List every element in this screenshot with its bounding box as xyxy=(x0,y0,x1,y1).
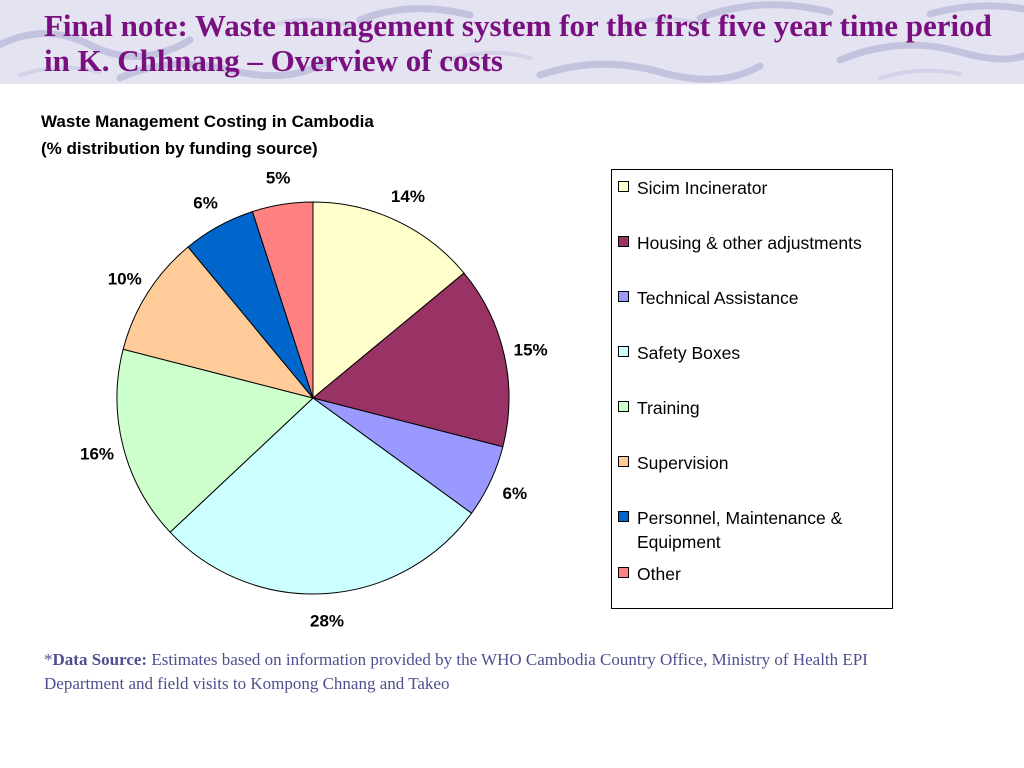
data-label: 6% xyxy=(193,194,218,213)
legend-swatch xyxy=(618,236,629,247)
decorative-wave-pattern xyxy=(0,1,1024,83)
legend-label: Other xyxy=(637,564,681,584)
data-label: 10% xyxy=(108,270,142,289)
source-prefix: * xyxy=(44,650,53,669)
data-label: 6% xyxy=(502,484,527,503)
legend-label: Personnel, Maintenance & Equipment xyxy=(637,508,843,552)
data-label: 5% xyxy=(266,169,291,188)
legend-item: Housing & other adjustments xyxy=(618,231,862,255)
legend-label: Sicim Incinerator xyxy=(637,178,768,198)
legend-label: Safety Boxes xyxy=(637,343,741,363)
legend-swatch xyxy=(618,181,629,192)
data-label: 16% xyxy=(80,444,114,463)
legend-item: Personnel, Maintenance & Equipment xyxy=(618,506,877,554)
data-source-note: *Data Source: Estimates based on informa… xyxy=(44,648,944,696)
data-label: 14% xyxy=(391,187,425,206)
pie-slice xyxy=(251,201,314,399)
legend-swatch xyxy=(618,401,629,412)
legend-swatch xyxy=(618,511,629,522)
legend-item: Other xyxy=(618,562,681,586)
legend-item: Training xyxy=(618,396,700,420)
legend-swatch xyxy=(618,346,629,357)
page-title: Final note: Waste management system for … xyxy=(44,8,992,78)
legend-label: Housing & other adjustments xyxy=(637,233,862,253)
legend-swatch xyxy=(618,456,629,467)
pie-slice xyxy=(169,397,473,595)
chart-subtitle: (% distribution by funding source) xyxy=(41,139,318,158)
legend-item: Sicim Incinerator xyxy=(618,176,767,200)
pie-slice xyxy=(122,246,315,399)
legend-item: Technical Assistance xyxy=(618,286,798,310)
data-label: 28% xyxy=(310,612,344,631)
pie-slice xyxy=(311,272,510,448)
chart-title-line: Waste Management Costing in Cambodia xyxy=(41,112,374,131)
chart-legend: Sicim Incinerator Housing & other adjustm… xyxy=(611,169,893,609)
legend-item: Safety Boxes xyxy=(618,341,740,365)
header-band xyxy=(0,0,1024,84)
pie-slice xyxy=(116,348,315,533)
legend-label: Training xyxy=(637,398,700,418)
legend-swatch xyxy=(618,291,629,302)
legend-label: Supervision xyxy=(637,453,729,473)
legend-swatch xyxy=(618,567,629,578)
pie-slice xyxy=(312,201,465,400)
legend-item: Supervision xyxy=(618,451,728,475)
chart-title: Waste Management Costing in Cambodia (% … xyxy=(41,108,374,162)
source-label: Data Source: xyxy=(52,650,148,669)
legend-label: Technical Assistance xyxy=(637,288,799,308)
data-label: 15% xyxy=(514,340,548,359)
source-text: Estimates based on information provided … xyxy=(44,650,868,693)
